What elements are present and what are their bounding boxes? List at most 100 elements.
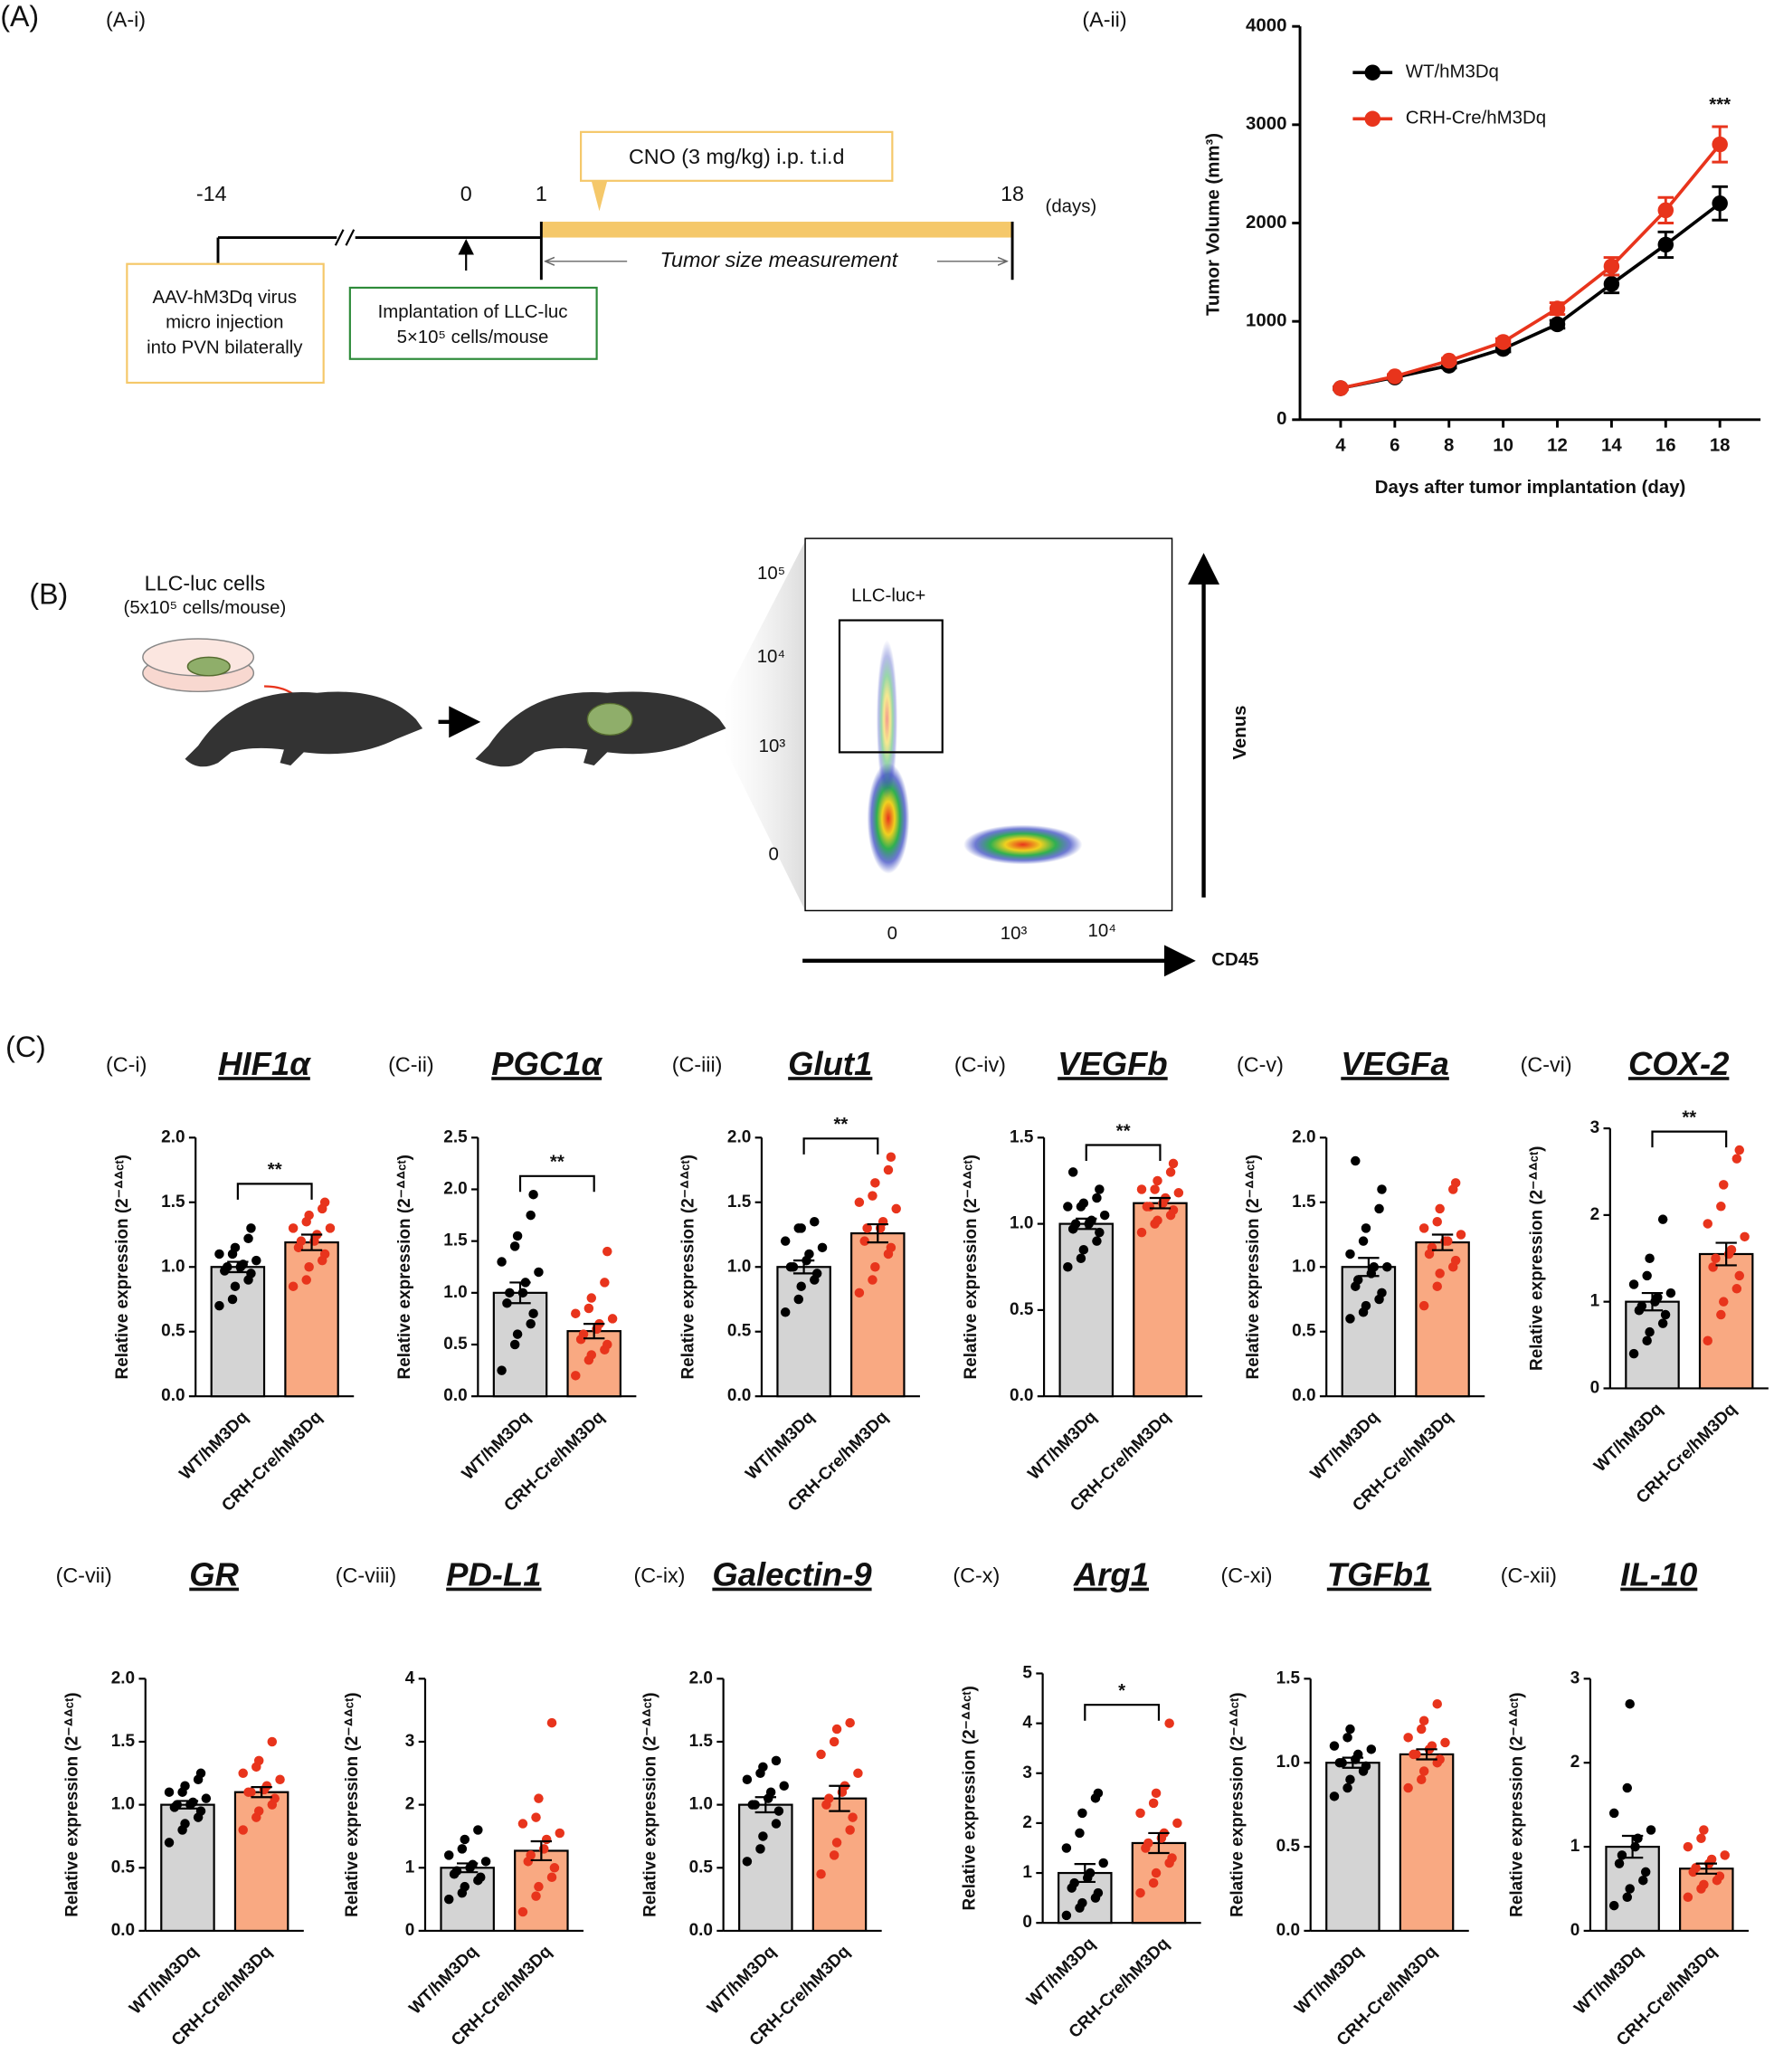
y-axis-label: Relative expression (2⁻ᐞᐞᶜᵗ) (960, 1686, 979, 1910)
y-tick-label: 2.0 (727, 1127, 751, 1146)
data-point (546, 1717, 557, 1728)
data-point (1076, 1253, 1086, 1263)
y-axis-label: Relative expression (2⁻ᐞᐞᶜᵗ) (343, 1692, 362, 1916)
data-point (534, 1793, 544, 1803)
flow-y-axis: Venus (1230, 705, 1250, 759)
panel-label: (C-i) (106, 1053, 147, 1077)
data-point (1153, 1215, 1162, 1226)
data-point (497, 1257, 507, 1267)
flow-x-axis: CD45 (1211, 950, 1258, 970)
data-point (164, 1838, 175, 1848)
error-bar (1641, 1291, 1664, 1312)
data-point (586, 1293, 597, 1303)
cells-label: LLC-luc cells (145, 571, 266, 594)
data-point (526, 1210, 536, 1221)
x-tick-label: 8 (1444, 435, 1454, 455)
data-point (742, 1774, 753, 1785)
data-point (1734, 1145, 1745, 1155)
data-point (811, 1269, 822, 1278)
day-label: 18 (1001, 182, 1024, 205)
data-point (246, 1787, 256, 1797)
data-point (1716, 1309, 1726, 1320)
data-point (1418, 1300, 1429, 1311)
data-point (188, 1797, 198, 1808)
data-point (1151, 1788, 1162, 1799)
data-point (854, 1197, 865, 1208)
data-point (1352, 1275, 1363, 1285)
x-tick-label: 14 (1601, 435, 1622, 455)
y-tick-label: 1 (1590, 1292, 1600, 1311)
error-bar (509, 1281, 531, 1305)
error-bar (829, 1784, 850, 1812)
x-tick-label: 16 (1655, 435, 1676, 455)
bar (776, 1266, 831, 1398)
data-point (1435, 1203, 1445, 1214)
x-tick-label: WT/hM3Dq (1590, 1400, 1666, 1476)
data-point (1153, 1175, 1162, 1186)
data-point (829, 1850, 840, 1860)
x-tick-label: WT/hM3Dq (176, 1408, 252, 1484)
chart-title: TGFb1 (1327, 1556, 1431, 1593)
x-tick-label: WT/hM3Dq (405, 1943, 481, 2019)
data-point (1135, 1808, 1145, 1819)
data-point (848, 1812, 858, 1822)
bar (850, 1231, 906, 1398)
data-point (1136, 1227, 1147, 1238)
y-tick-label: 0 (405, 1921, 415, 1940)
data-point (457, 1844, 468, 1854)
data-point (796, 1281, 806, 1291)
point (1657, 202, 1674, 219)
data-point (891, 1203, 901, 1214)
data-point (1645, 1326, 1655, 1337)
data-point (1440, 1737, 1450, 1748)
data-point (816, 1868, 826, 1879)
data-point (1369, 1262, 1379, 1272)
data-point (1144, 1202, 1155, 1212)
data-point (1665, 1288, 1676, 1298)
data-point (771, 1819, 782, 1829)
data-point (1719, 1180, 1729, 1190)
flow-x-tick: 0 (887, 924, 897, 944)
y-tick-label: 2 (1590, 1205, 1600, 1224)
panel-label: (C-vii) (56, 1564, 112, 1587)
data-point (238, 1825, 248, 1835)
legend-label: CRH-Cre/hM3Dq (1406, 109, 1546, 128)
y-tick-label: 3 (1022, 1763, 1032, 1782)
data-point (509, 1339, 520, 1350)
x-tick-label: WT/hM3Dq (126, 1943, 202, 2019)
chart-title: VEGFb (1058, 1045, 1168, 1082)
y-tick-label: 0 (1022, 1913, 1032, 1932)
data-point (526, 1318, 536, 1329)
point (1333, 380, 1349, 396)
data-point (1638, 1875, 1648, 1886)
data-point (1403, 1733, 1413, 1743)
chart-title: PD-L1 (446, 1556, 541, 1593)
significance-label: * (1118, 1681, 1125, 1701)
x-tick-label: WT/hM3Dq (1025, 1408, 1101, 1484)
data-point (534, 1881, 544, 1892)
x-tick-label: WT/hM3Dq (1570, 1943, 1646, 2019)
data-point (180, 1781, 190, 1791)
bar (1625, 1300, 1680, 1390)
panel-label: (C-ii) (388, 1053, 434, 1077)
data-point (443, 1850, 454, 1860)
data-point (788, 1262, 799, 1272)
y-tick-label: 0.5 (1292, 1322, 1316, 1341)
data-point (325, 1223, 336, 1233)
y-tick-label: 2.0 (689, 1668, 713, 1687)
x-axis-label: Days after tumor implantation (day) (1375, 478, 1686, 498)
y-axis-label: Tumor Volume (mm³) (1204, 133, 1224, 316)
data-point (854, 1288, 865, 1298)
data-point (886, 1152, 896, 1163)
data-point (1625, 1698, 1635, 1709)
data-point (1069, 1877, 1079, 1888)
chart-title: PGC1α (491, 1045, 602, 1082)
data-point (1078, 1198, 1089, 1208)
data-point (870, 1178, 880, 1188)
data-point (304, 1210, 314, 1221)
data-point (512, 1329, 523, 1339)
data-point (758, 1762, 768, 1773)
data-point (1164, 1718, 1174, 1728)
data-point (1411, 1749, 1421, 1760)
error-bar (1431, 1233, 1454, 1251)
